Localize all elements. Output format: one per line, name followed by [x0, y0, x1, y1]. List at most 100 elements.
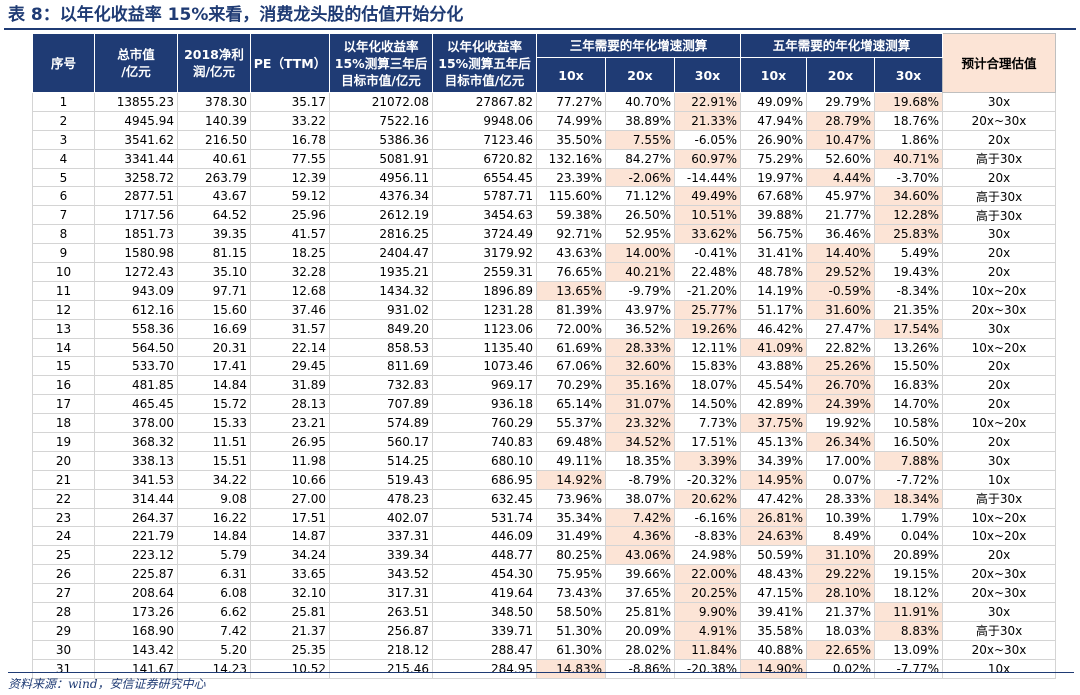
header-group-5y: 五年需要的年化增速测算 — [740, 33, 943, 58]
pe-cell: 17.51 — [250, 507, 330, 528]
pe-cell: 28.13 — [250, 394, 330, 415]
market-cap-cell: 1272.43 — [94, 262, 178, 282]
table-row: 14 564.50 20.31 22.14 858.53 1135.40 61.69% 28.… — [32, 337, 1056, 358]
table-row: 13 558.36 16.69 31.57 849.20 1123.06 72.00% 36.… — [32, 318, 1056, 339]
growth-cell: 20.62% — [674, 488, 741, 509]
growth-cell: 71.12% — [605, 186, 675, 207]
growth-cell: 14.40% — [806, 243, 875, 264]
growth-cell: 23.39% — [536, 167, 606, 188]
pe-cell: 29.45 — [250, 356, 330, 377]
target-3y-cell: 21072.08 — [329, 92, 433, 112]
growth-cell: 42.89% — [740, 394, 807, 415]
target-3y-cell: 2612.19 — [329, 205, 433, 226]
growth-cell: 10.39% — [806, 507, 875, 528]
target-3y-cell: 1434.32 — [329, 280, 433, 301]
header-5y-30x: 30x — [874, 57, 943, 93]
growth-cell: 67.06% — [536, 356, 606, 377]
table-row: 1 13855.23 378.30 35.17 21072.08 27867.82 77.2… — [32, 92, 1056, 112]
target-3y-cell: 514.25 — [329, 450, 433, 471]
target-3y-cell: 317.31 — [329, 583, 433, 604]
header-5y-10x: 10x — [740, 57, 807, 93]
target-3y-cell: 574.89 — [329, 413, 433, 434]
growth-cell: 47.42% — [740, 488, 807, 509]
growth-cell: 48.43% — [740, 564, 807, 585]
seq-cell: 15 — [32, 356, 95, 377]
net-profit-cell: 5.79 — [177, 545, 251, 566]
target-3y-cell: 343.52 — [329, 564, 433, 585]
growth-cell: 29.79% — [806, 92, 875, 112]
net-profit-cell: 16.22 — [177, 507, 251, 528]
net-profit-cell: 34.22 — [177, 469, 251, 490]
table-row: 4 3341.44 40.61 77.55 5081.91 6720.82 132.16% 8… — [32, 148, 1056, 169]
table-row: 5 3258.72 263.79 12.39 4956.11 6554.45 23.39% -… — [32, 167, 1056, 188]
growth-cell: 22.91% — [674, 92, 741, 112]
growth-cell: 43.63% — [536, 243, 606, 264]
estimated-valuation-cell: 20x~30x — [942, 639, 1056, 660]
table-row: 2 4945.94 140.39 33.22 7522.16 9948.06 74.99% 3… — [32, 110, 1056, 131]
growth-cell: 49.49% — [674, 186, 741, 207]
estimated-valuation-cell: 高于30x — [942, 186, 1056, 207]
target-5y-cell: 6554.45 — [432, 167, 537, 188]
growth-cell: 132.16% — [536, 148, 606, 169]
table-row: 10 1272.43 35.10 32.28 1935.21 2559.31 76.65% 4… — [32, 262, 1056, 282]
seq-cell: 10 — [32, 262, 95, 282]
pe-cell: 31.89 — [250, 375, 330, 396]
growth-cell: -8.79% — [605, 469, 675, 490]
pe-cell: 32.10 — [250, 583, 330, 604]
growth-cell: 25.83% — [874, 224, 943, 245]
target-5y-cell: 2559.31 — [432, 262, 537, 282]
growth-cell: 15.83% — [674, 356, 741, 377]
estimated-valuation-cell: 10x~20x — [942, 413, 1056, 434]
target-5y-cell: 1123.06 — [432, 318, 537, 339]
growth-cell: 36.52% — [605, 318, 675, 339]
table-row: 8 1851.73 39.35 41.57 2816.25 3724.49 92.71% 52… — [32, 224, 1056, 245]
growth-cell: 18.12% — [874, 583, 943, 604]
table-row: 3 3541.62 216.50 16.78 5386.36 7123.46 35.50% 7… — [32, 129, 1056, 150]
net-profit-cell: 15.51 — [177, 450, 251, 471]
growth-cell: 52.95% — [605, 224, 675, 245]
target-3y-cell: 858.53 — [329, 337, 433, 358]
growth-cell: 40.70% — [605, 92, 675, 112]
seq-cell: 9 — [32, 243, 95, 264]
growth-cell: 4.44% — [806, 167, 875, 188]
pe-cell: 59.12 — [250, 186, 330, 207]
growth-cell: 31.41% — [740, 243, 807, 264]
target-5y-cell: 339.71 — [432, 620, 537, 641]
target-5y-cell: 1896.89 — [432, 280, 537, 301]
net-profit-cell: 14.84 — [177, 526, 251, 547]
net-profit-cell: 35.10 — [177, 262, 251, 282]
market-cap-cell: 3541.62 — [94, 129, 178, 150]
net-profit-cell: 15.60 — [177, 299, 251, 320]
table-row: 29 168.90 7.42 21.37 256.87 339.71 51.30% 20.09… — [32, 620, 1056, 641]
net-profit-cell: 11.51 — [177, 432, 251, 452]
growth-cell: -6.16% — [674, 507, 741, 528]
target-5y-cell: 1135.40 — [432, 337, 537, 358]
growth-cell: 35.50% — [536, 129, 606, 150]
estimated-valuation-cell: 20x — [942, 243, 1056, 264]
net-profit-cell: 20.31 — [177, 337, 251, 358]
seq-cell: 7 — [32, 205, 95, 226]
table-row: 7 1717.56 64.52 25.96 2612.19 3454.63 59.38% 26… — [32, 205, 1056, 226]
net-profit-cell: 6.31 — [177, 564, 251, 585]
table-row: 18 378.00 15.33 23.21 574.89 760.29 55.37% 23.3… — [32, 413, 1056, 434]
growth-cell: 60.97% — [674, 148, 741, 169]
net-profit-cell: 16.69 — [177, 318, 251, 339]
growth-cell: 7.42% — [605, 507, 675, 528]
market-cap-cell: 481.85 — [94, 375, 178, 396]
pe-cell: 25.35 — [250, 639, 330, 660]
seq-cell: 17 — [32, 394, 95, 415]
estimated-valuation-cell: 20x~30x — [942, 299, 1056, 320]
growth-cell: 29.22% — [806, 564, 875, 585]
seq-cell: 3 — [32, 129, 95, 150]
net-profit-cell: 140.39 — [177, 110, 251, 131]
target-5y-cell: 3179.92 — [432, 243, 537, 264]
target-5y-cell: 7123.46 — [432, 129, 537, 150]
target-3y-cell: 4376.34 — [329, 186, 433, 207]
table-row: 25 223.12 5.79 34.24 339.34 448.77 80.25% 43.06… — [32, 545, 1056, 566]
growth-cell: 75.95% — [536, 564, 606, 585]
growth-cell: 20.89% — [874, 545, 943, 566]
growth-cell: 35.16% — [605, 375, 675, 396]
pe-cell: 25.81 — [250, 602, 330, 622]
estimated-valuation-cell: 30x — [942, 318, 1056, 339]
growth-cell: 28.33% — [806, 488, 875, 509]
